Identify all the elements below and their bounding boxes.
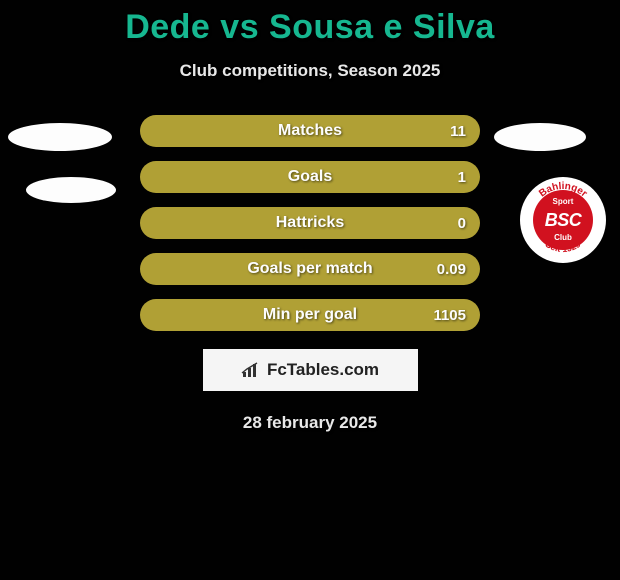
badge-top-text: Sport <box>553 198 574 206</box>
stat-row: Matches 11 <box>140 115 480 147</box>
stat-row: Min per goal 1105 <box>140 299 480 331</box>
stat-label: Goals <box>288 168 332 186</box>
stat-row: Goals 1 <box>140 161 480 193</box>
stat-label: Min per goal <box>263 306 357 324</box>
stat-value-right: 11 <box>450 123 466 140</box>
team-logo-placeholder <box>494 123 586 151</box>
team-logo-placeholder <box>26 177 116 203</box>
comparison-title: Dede vs Sousa e Silva <box>0 0 620 47</box>
club-badge: Bahlinger Seit 1929 Sport BSC Club <box>520 177 606 263</box>
stat-row: Goals per match 0.09 <box>140 253 480 285</box>
date-label: 28 february 2025 <box>0 413 620 433</box>
stat-label: Hattricks <box>276 214 344 232</box>
badge-bottom-text: Club <box>554 234 572 242</box>
attribution-text: FcTables.com <box>267 360 379 380</box>
stat-value-right: 1 <box>458 169 466 186</box>
comparison-subtitle: Club competitions, Season 2025 <box>0 61 620 81</box>
bar-chart-icon <box>241 361 261 379</box>
team-logo-placeholder <box>8 123 112 151</box>
stat-label: Matches <box>278 122 342 140</box>
stat-value-right: 1105 <box>433 307 466 324</box>
stat-label: Goals per match <box>247 260 372 278</box>
badge-center-text: BSC <box>545 210 582 231</box>
stat-value-right: 0.09 <box>437 261 466 278</box>
stat-value-right: 0 <box>458 215 466 232</box>
attribution-box: FcTables.com <box>203 349 418 391</box>
stat-row: Hattricks 0 <box>140 207 480 239</box>
badge-inner-circle: Sport BSC Club <box>533 190 593 250</box>
